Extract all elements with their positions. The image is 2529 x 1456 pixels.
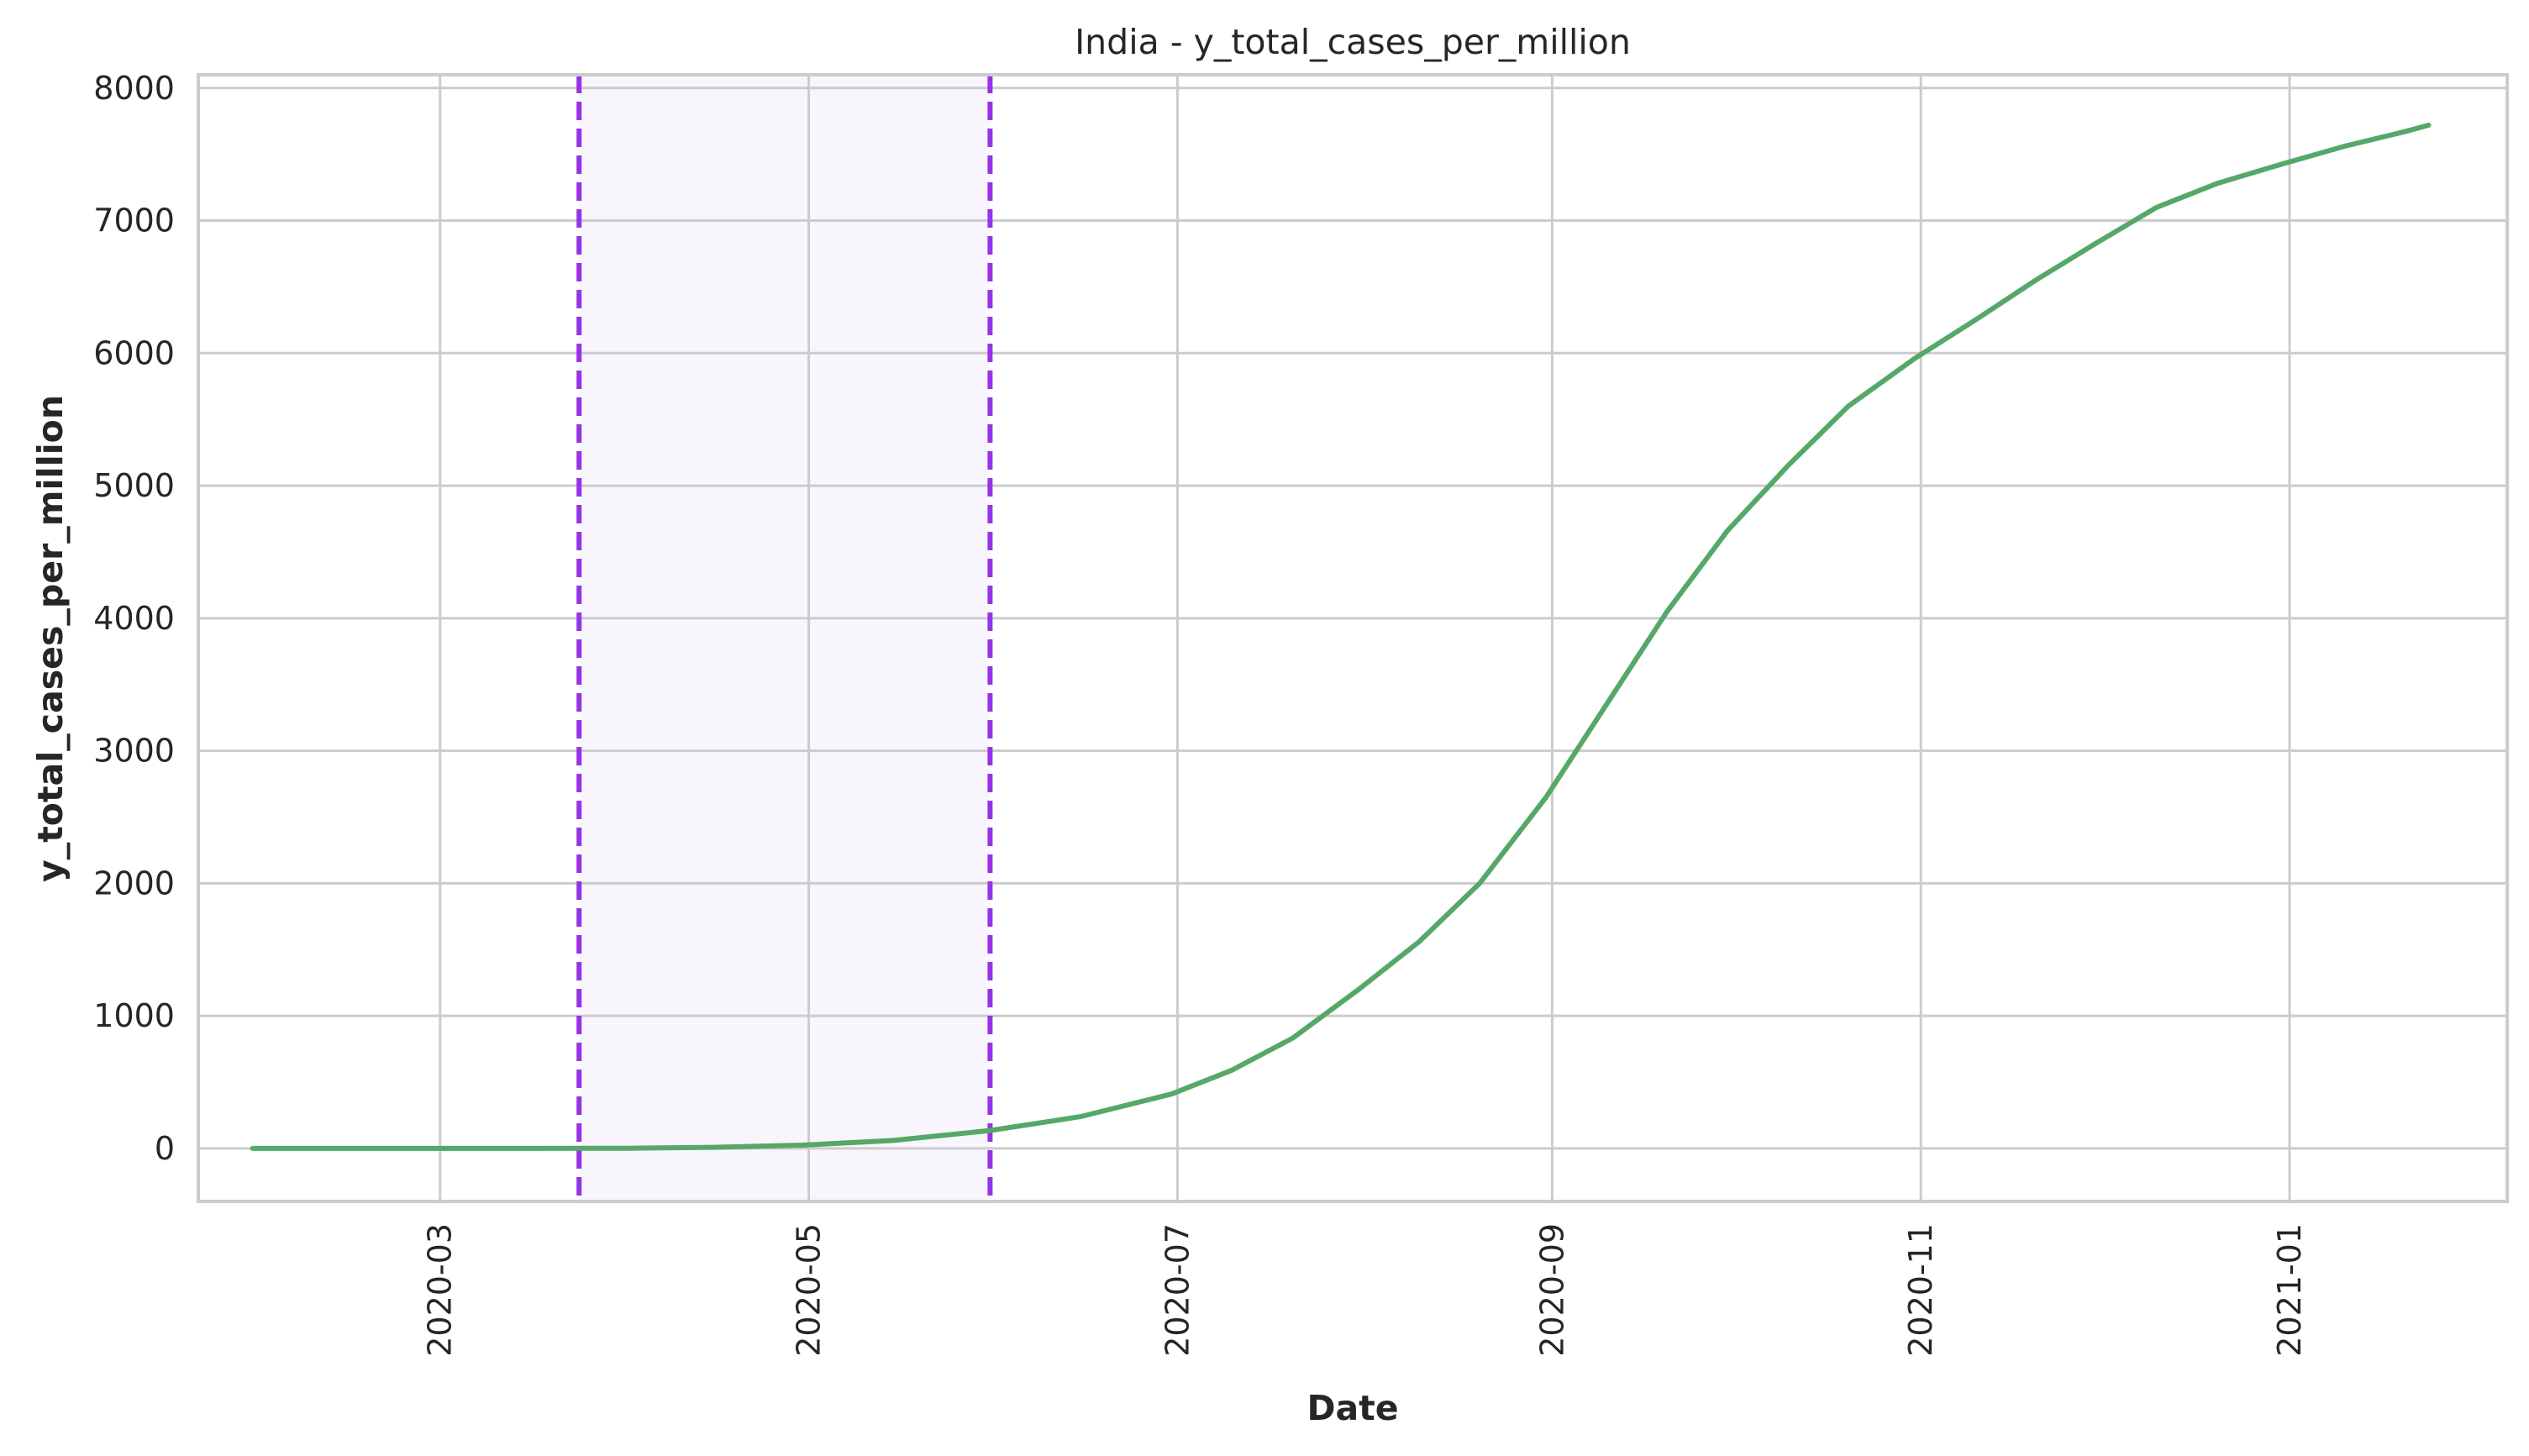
y-tick-label: 6000	[93, 334, 175, 371]
y-tick-label: 8000	[93, 70, 175, 107]
y-tick-label: 3000	[93, 733, 175, 770]
series-line	[250, 123, 2432, 1151]
y-tick-label: 5000	[93, 467, 175, 504]
x-tick-label: 2020-09	[1533, 1223, 1570, 1357]
y-tick-label: 4000	[93, 600, 175, 637]
x-tick-label: 2020-07	[1159, 1223, 1196, 1357]
chart-title: India - y_total_cases_per_million	[1075, 22, 1631, 62]
y-tick-label: 1000	[93, 997, 175, 1034]
y-tick-label: 0	[155, 1130, 175, 1167]
plot-frame	[197, 73, 2509, 1203]
x-tick-label: 2020-05	[791, 1223, 828, 1357]
y-tick-label: 7000	[93, 202, 175, 239]
highlight-region	[579, 75, 991, 1201]
x-tick-label: 2020-11	[1902, 1223, 1939, 1357]
x-tick-label: 2021-01	[2271, 1223, 2308, 1357]
y-axis-label: y_total_cases_per_million	[30, 395, 71, 882]
y-tick-label: 2000	[93, 865, 175, 901]
x-tick-label: 2020-03	[422, 1223, 459, 1357]
x-axis-label: Date	[1307, 1388, 1398, 1428]
